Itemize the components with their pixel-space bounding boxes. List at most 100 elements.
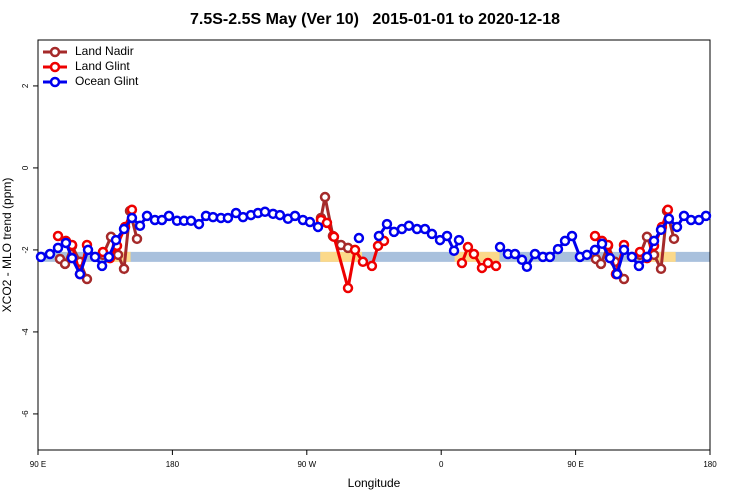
legend-label: Land Glint bbox=[75, 59, 130, 73]
data-point bbox=[366, 260, 378, 272]
data-point bbox=[482, 257, 494, 269]
data-point bbox=[516, 254, 528, 266]
data-point bbox=[342, 282, 354, 294]
data-point bbox=[131, 233, 143, 245]
y-tick-label: -4 bbox=[21, 328, 30, 336]
data-point bbox=[468, 248, 480, 260]
data-point bbox=[559, 235, 571, 247]
data-point bbox=[662, 204, 674, 215]
x-tick-label: 90 E bbox=[30, 460, 46, 469]
data-point bbox=[274, 209, 286, 221]
data-point bbox=[544, 251, 556, 263]
data-point bbox=[490, 260, 502, 272]
data-point bbox=[426, 228, 438, 240]
data-point bbox=[521, 261, 533, 272]
data-point bbox=[604, 252, 616, 264]
data-point bbox=[671, 221, 683, 233]
data-point bbox=[596, 238, 608, 250]
data-point bbox=[163, 210, 175, 222]
data-point bbox=[353, 232, 365, 244]
data-point bbox=[126, 212, 138, 224]
data-point bbox=[103, 251, 115, 263]
data-point bbox=[618, 244, 630, 256]
x-tick-label: 90 E bbox=[567, 460, 583, 469]
data-point bbox=[419, 223, 431, 235]
data-point bbox=[112, 249, 124, 261]
data-point bbox=[618, 273, 630, 285]
data-point bbox=[663, 213, 675, 225]
data-point bbox=[259, 206, 271, 218]
data-point bbox=[44, 248, 56, 260]
data-point bbox=[453, 234, 465, 246]
chart-title: 7.5S-2.5S May (Ver 10) 2015-01-01 to 202… bbox=[190, 11, 560, 28]
plot-frame bbox=[37, 39, 711, 451]
data-point bbox=[35, 251, 47, 263]
y-tick-label: 2 bbox=[21, 83, 30, 88]
data-point bbox=[52, 242, 64, 254]
x-tick-label: 180 bbox=[703, 460, 717, 469]
data-point bbox=[655, 224, 667, 236]
data-point bbox=[566, 230, 578, 242]
x-axis-label: Longitude bbox=[348, 476, 401, 490]
data-point bbox=[59, 258, 71, 270]
data-point bbox=[60, 237, 72, 249]
data-point bbox=[222, 212, 234, 224]
legend-marker bbox=[49, 61, 61, 73]
data-point bbox=[403, 220, 415, 231]
data-point bbox=[668, 233, 680, 245]
data-point bbox=[357, 256, 369, 268]
data-point bbox=[126, 204, 138, 215]
y-tick-label: -6 bbox=[21, 410, 30, 418]
data-point bbox=[509, 248, 521, 260]
data-point bbox=[589, 244, 601, 256]
data-point bbox=[633, 260, 645, 272]
y-tick-label: -2 bbox=[21, 246, 30, 254]
x-tick-label: 0 bbox=[439, 460, 444, 469]
data-point bbox=[319, 191, 331, 203]
data-point bbox=[134, 220, 146, 231]
data-point bbox=[381, 218, 393, 230]
data-point bbox=[89, 251, 101, 263]
data-point bbox=[74, 268, 86, 280]
data-point bbox=[626, 251, 638, 263]
data-point bbox=[611, 268, 623, 280]
data-point bbox=[373, 230, 385, 242]
legend-label: Ocean Glint bbox=[75, 74, 139, 88]
data-point bbox=[448, 245, 460, 256]
y-tick-label: 0 bbox=[21, 165, 30, 170]
x-tick-label: 90 W bbox=[297, 460, 316, 469]
data-point bbox=[648, 235, 660, 247]
data-point bbox=[312, 221, 324, 233]
data-point bbox=[81, 273, 93, 285]
data-point bbox=[289, 210, 301, 222]
data-point bbox=[441, 230, 453, 242]
data-point bbox=[193, 218, 205, 230]
data-point bbox=[655, 263, 667, 275]
data-point bbox=[456, 257, 468, 269]
data-point bbox=[349, 244, 361, 256]
data-point bbox=[110, 234, 122, 246]
data-point bbox=[118, 223, 130, 235]
data-point bbox=[589, 230, 601, 242]
data-point bbox=[700, 210, 712, 222]
data-point bbox=[494, 241, 506, 253]
data-point bbox=[52, 230, 64, 242]
data-point bbox=[82, 244, 94, 256]
data-point bbox=[304, 216, 316, 228]
data-point bbox=[595, 258, 607, 270]
data-point bbox=[321, 217, 333, 229]
x-tick-label: 180 bbox=[166, 460, 180, 469]
data-point bbox=[581, 249, 593, 261]
data-point bbox=[96, 260, 108, 272]
legend-marker bbox=[49, 46, 61, 58]
data-point bbox=[552, 243, 564, 255]
legend-marker bbox=[49, 76, 61, 88]
data-point bbox=[634, 246, 646, 258]
data-point bbox=[118, 263, 130, 275]
data-point bbox=[462, 241, 474, 253]
data-point bbox=[66, 252, 78, 264]
legend-label: Land Nadir bbox=[75, 44, 134, 58]
y-axis-label: XCO2 - MLO trend (ppm) bbox=[0, 178, 14, 313]
